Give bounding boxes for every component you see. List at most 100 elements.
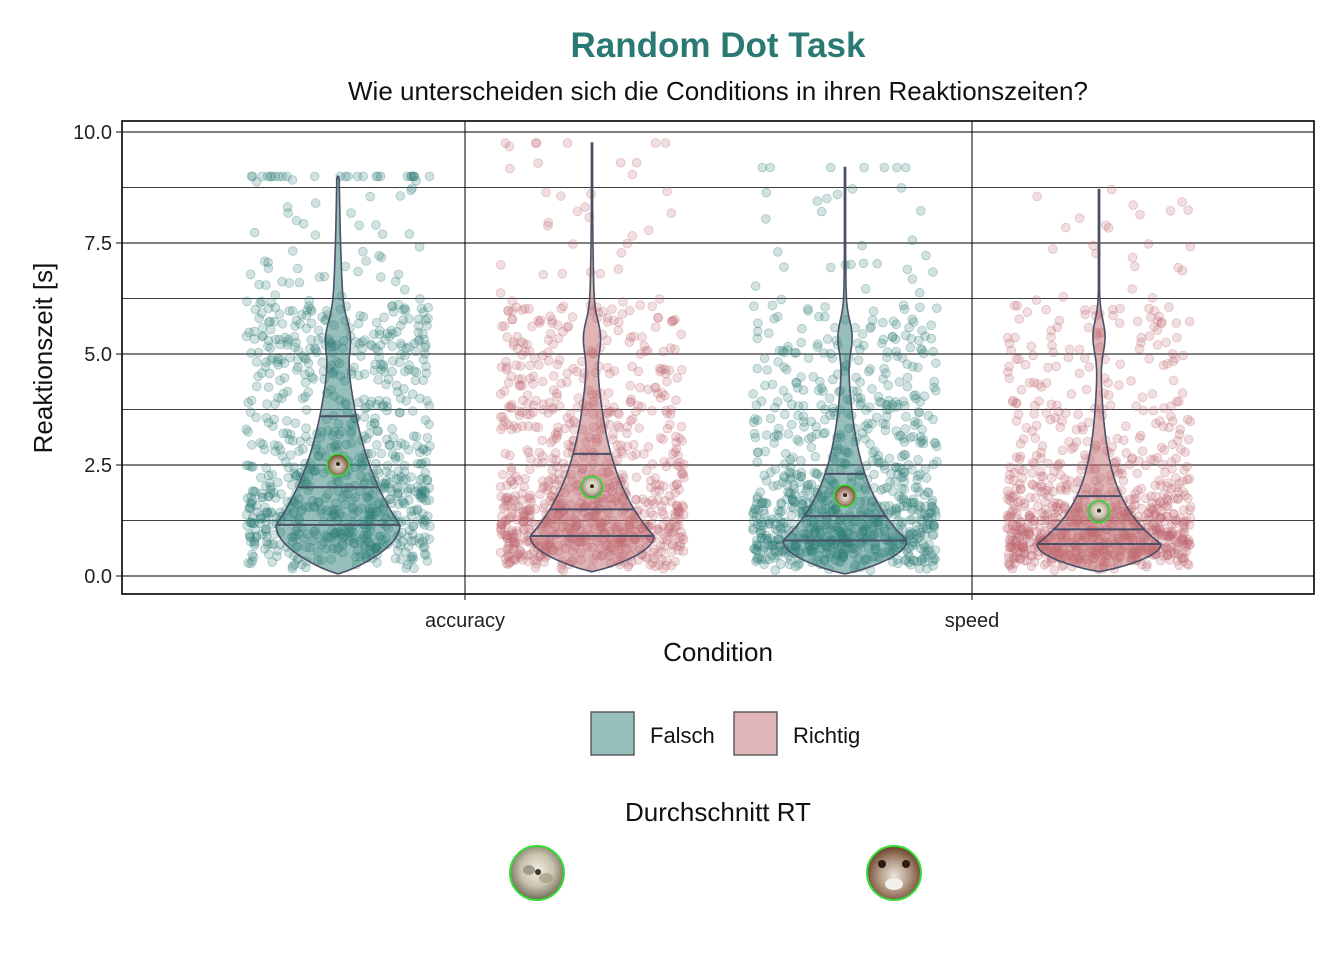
data-point: [1183, 534, 1194, 545]
data-point: [1024, 511, 1034, 521]
data-point: [1033, 501, 1043, 512]
data-point: [1015, 479, 1025, 489]
data-point: [678, 546, 689, 556]
data-point: [625, 415, 636, 426]
data-point: [908, 504, 918, 514]
data-point: [266, 482, 276, 493]
data-point: [1071, 437, 1082, 447]
y-axis-title: Reaktionszeit [s]: [28, 263, 58, 454]
data-point: [414, 242, 425, 252]
data-point: [351, 336, 361, 347]
data-point: [890, 334, 901, 344]
data-point: [554, 469, 565, 480]
data-point: [860, 434, 870, 444]
data-point: [1052, 322, 1062, 333]
data-point: [1014, 314, 1024, 324]
data-point: [752, 326, 763, 337]
data-point: [1026, 544, 1037, 554]
data-point: [530, 422, 540, 432]
data-point: [677, 469, 687, 480]
data-point: [253, 347, 264, 358]
data-point: [377, 229, 388, 239]
data-point: [787, 493, 798, 504]
data-point: [1007, 396, 1018, 407]
data-point: [752, 363, 763, 374]
data-point: [530, 562, 541, 573]
data-point: [241, 460, 252, 471]
data-point: [925, 508, 935, 519]
data-point: [393, 474, 404, 485]
data-point: [259, 256, 270, 267]
data-point: [1013, 497, 1023, 508]
data-point: [916, 555, 927, 566]
data-point: [678, 469, 688, 480]
data-point: [661, 560, 671, 571]
data-point: [670, 511, 681, 522]
data-point: [893, 515, 904, 526]
data-point: [816, 383, 827, 393]
data-point: [247, 440, 257, 450]
data-point: [930, 358, 941, 368]
data-point: [1011, 529, 1022, 540]
legend-swatch-falsch: [590, 711, 635, 756]
data-point: [287, 305, 298, 316]
data-point: [1183, 434, 1194, 445]
data-point: [425, 441, 435, 451]
data-point: [761, 475, 772, 486]
data-point: [1040, 496, 1050, 507]
data-point: [1137, 446, 1148, 456]
data-point: [930, 506, 941, 517]
data-point: [353, 266, 363, 277]
data-point: [384, 494, 395, 505]
data-point: [404, 229, 415, 239]
data-point: [256, 296, 267, 307]
data-point: [827, 353, 838, 363]
data-point: [789, 497, 799, 507]
data-point: [772, 480, 783, 491]
data-point: [912, 556, 922, 567]
data-point: [1005, 542, 1016, 553]
x-axis-title: Condition: [663, 637, 773, 667]
data-point: [384, 483, 395, 494]
data-point: [662, 186, 672, 197]
data-point: [863, 418, 873, 429]
data-point: [353, 318, 364, 329]
data-point: [630, 495, 641, 505]
data-point: [894, 431, 904, 441]
data-point: [921, 250, 931, 261]
data-point: [504, 538, 515, 548]
data-point: [301, 310, 312, 321]
data-point: [525, 360, 535, 371]
data-point: [547, 318, 557, 328]
data-point: [543, 335, 554, 345]
data-point: [1055, 422, 1066, 433]
data-point: [507, 306, 518, 316]
data-point: [1009, 553, 1019, 564]
data-point: [424, 419, 434, 430]
data-point: [1170, 353, 1180, 364]
data-point: [902, 264, 913, 275]
data-point: [770, 565, 780, 575]
data-point: [882, 347, 893, 358]
data-point: [1121, 421, 1131, 432]
data-point: [1178, 516, 1189, 527]
data-point: [285, 450, 296, 460]
data-point: [504, 557, 515, 568]
data-point: [393, 545, 403, 556]
data-point: [1045, 414, 1056, 425]
data-point: [907, 274, 918, 284]
data-point: [760, 533, 770, 544]
data-point: [1029, 459, 1040, 469]
data-point: [656, 554, 667, 565]
data-point: [769, 432, 780, 442]
data-point: [513, 374, 524, 385]
data-point: [398, 498, 408, 508]
data-point: [640, 346, 651, 357]
data-point: [653, 312, 663, 323]
data-point: [304, 367, 315, 377]
data-point: [1173, 396, 1184, 407]
data-point: [1002, 494, 1013, 504]
data-point: [500, 448, 511, 459]
data-point: [390, 553, 401, 564]
data-point: [1155, 526, 1165, 536]
